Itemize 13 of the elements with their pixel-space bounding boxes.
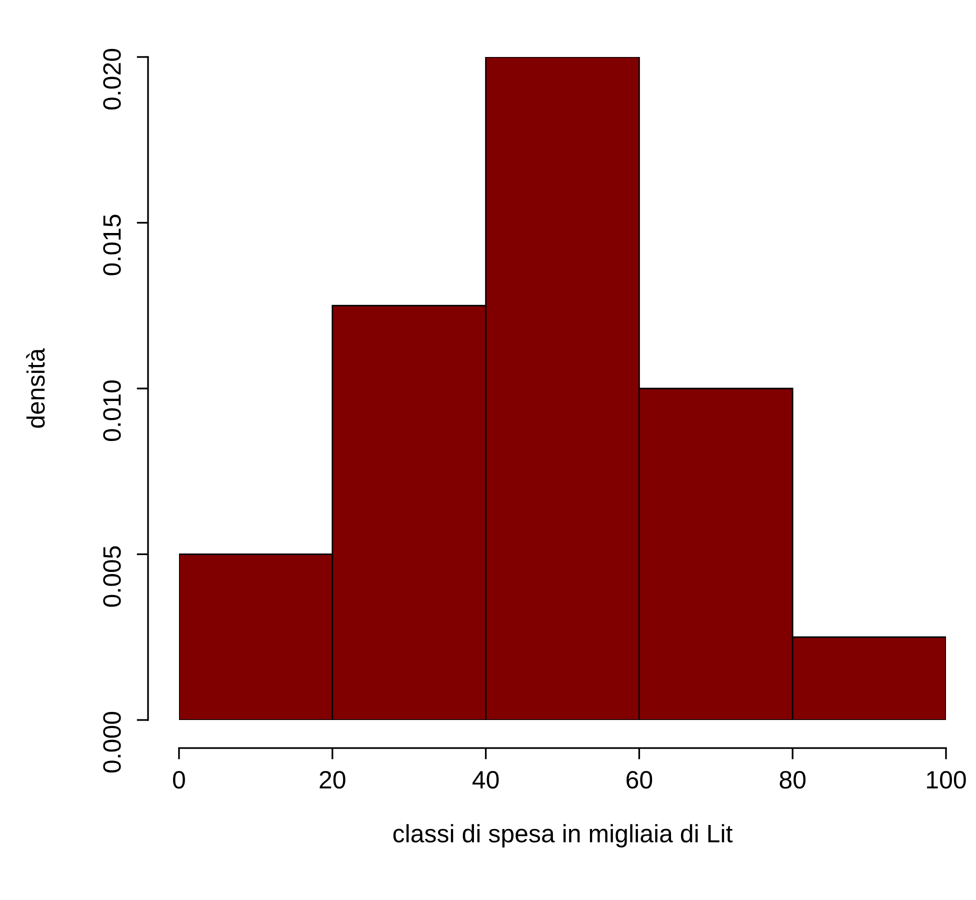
x-tick-label: 100	[927, 770, 966, 789]
x-tick-label: 40	[472, 770, 499, 789]
x-tick-label: 20	[320, 770, 346, 789]
y-axis-title: densità	[26, 348, 45, 428]
y-tick-label: 0.000	[103, 712, 121, 773]
x-axis-title: classi di spesa in migliaia di Lit	[393, 824, 733, 848]
x-tick-label: 80	[780, 770, 806, 789]
y-tick-label: 0.015	[103, 214, 121, 276]
y-tick-label: 0.010	[103, 380, 121, 442]
y-tick-label: 0.005	[103, 546, 121, 607]
x-tick-label: 60	[626, 770, 652, 789]
y-tick-label: 0.020	[103, 48, 121, 110]
x-tick-label: 0	[173, 770, 185, 789]
